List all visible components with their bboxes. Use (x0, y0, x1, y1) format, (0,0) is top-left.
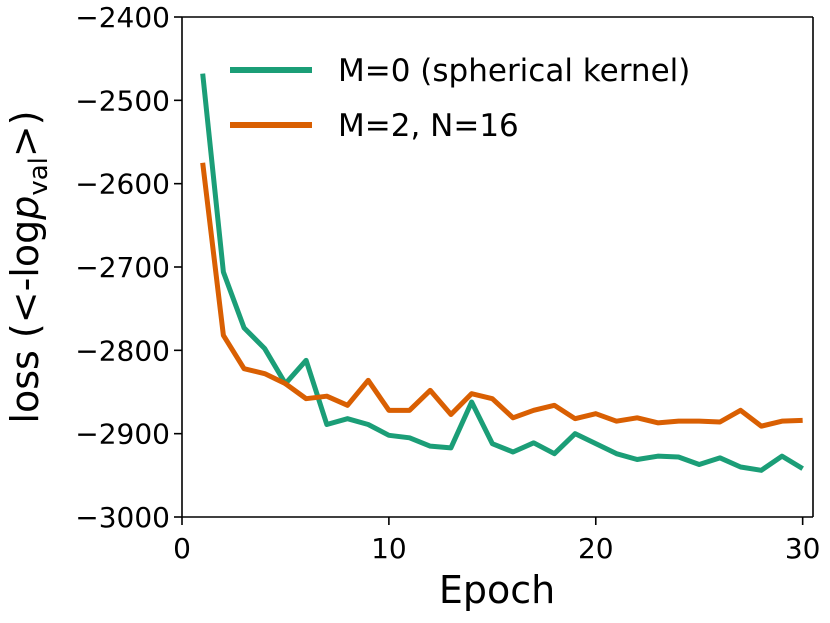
series-layer (200, 73, 804, 473)
series-line-0 (200, 73, 804, 473)
y-tick-label: −2600 (75, 168, 170, 201)
x-tick-label: 0 (173, 532, 191, 565)
y-axis-label-prefix: loss (<-log (3, 220, 47, 424)
y-axis-label: loss (<-logpval>) (3, 110, 54, 423)
y-axis-label-sub: val (24, 157, 54, 196)
x-tick-label: 30 (785, 532, 821, 565)
legend: M=0 (spherical kernel) M=2, N=16 (230, 53, 690, 144)
series-line-1 (200, 162, 803, 429)
y-tick-label: −2500 (75, 84, 170, 117)
y-tick-label: −3000 (75, 501, 170, 534)
y-tick-label: −2900 (75, 418, 170, 451)
ticks-layer: 0 10 20 30 −3000 −2900 −2800 −2700 −2600 −2500 −24… (75, 1, 820, 565)
y-axis-label-var: p (3, 196, 47, 221)
axes-layer (181, 16, 814, 518)
y-tick-label: −2800 (75, 334, 170, 367)
y-tick-label: −2400 (75, 1, 170, 34)
legend-label-series-0: M=0 (spherical kernel) (338, 53, 690, 89)
legend-label-series-1: M=2, N=16 (338, 108, 519, 144)
y-axis-label-suffix: >) (3, 110, 47, 157)
x-axis-label: Epoch (439, 568, 555, 612)
x-tick-label: 20 (578, 532, 614, 565)
y-tick-label: −2700 (75, 251, 170, 284)
x-tick-label: 10 (371, 532, 407, 565)
